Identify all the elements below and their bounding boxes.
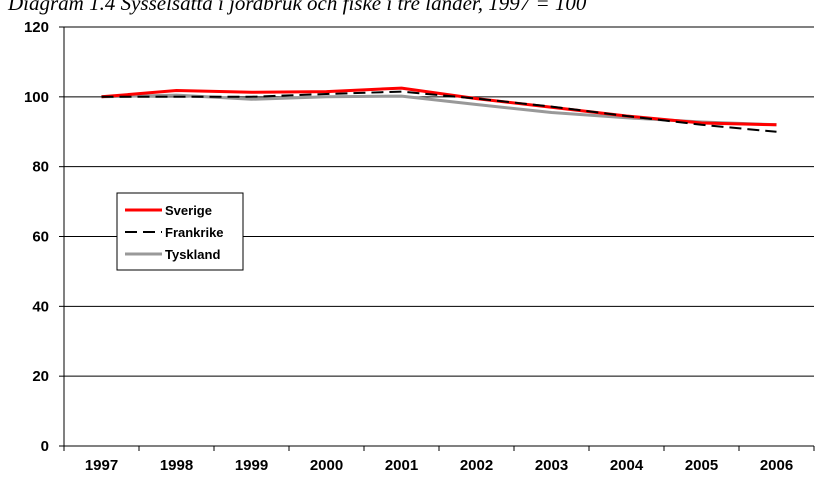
y-tick-label: 120	[24, 19, 49, 36]
y-tick-label: 20	[32, 368, 49, 385]
x-tick-label: 2005	[685, 457, 718, 474]
legend-label-sverige: Sverige	[165, 203, 212, 218]
x-tick-label: 2001	[385, 457, 418, 474]
figure-caption: Diagram 1.4 Sysselsatta i jordbruk och f…	[8, 0, 587, 15]
legend-label-tyskland: Tyskland	[165, 247, 220, 262]
x-tick-label: 1999	[235, 457, 268, 474]
x-tick-label: 1997	[85, 457, 118, 474]
x-tick-label: 2006	[760, 457, 793, 474]
y-tick-label: 60	[32, 229, 49, 246]
legend-box	[116, 192, 244, 271]
series-line-frankrike	[101, 90, 777, 133]
legend-label-frankrike: Frankrike	[165, 225, 224, 240]
y-tick-label: 0	[41, 438, 49, 455]
x-tick-label: 2002	[460, 457, 493, 474]
x-tick-label: 2003	[535, 457, 568, 474]
y-tick-label: 40	[32, 298, 49, 315]
x-tick-label: 2000	[310, 457, 343, 474]
x-tick-label: 2004	[610, 457, 644, 474]
y-tick-label: 100	[24, 89, 49, 106]
x-tick-label: 1998	[160, 457, 193, 474]
y-tick-label: 80	[32, 159, 49, 176]
